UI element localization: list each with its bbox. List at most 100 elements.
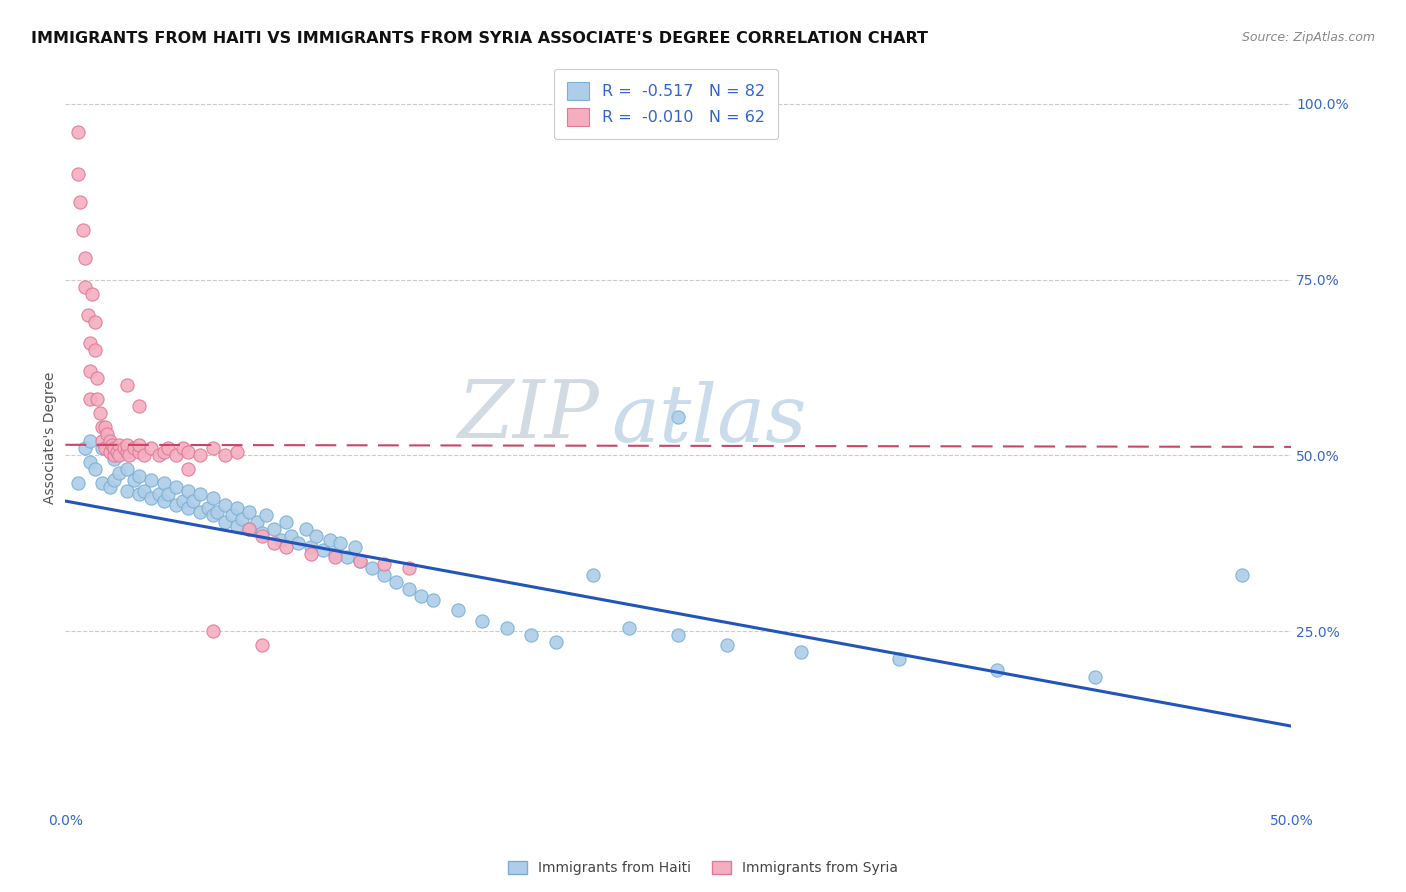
- Point: [323, 550, 346, 565]
- Point: [323, 547, 346, 561]
- Point: [250, 525, 273, 540]
- Point: [128, 487, 150, 501]
- Point: [128, 438, 150, 452]
- Point: [115, 438, 138, 452]
- Point: [103, 448, 125, 462]
- Point: [197, 501, 219, 516]
- Text: IMMIGRANTS FROM HAITI VS IMMIGRANTS FROM SYRIA ASSOCIATE'S DEGREE CORRELATION CH: IMMIGRANTS FROM HAITI VS IMMIGRANTS FROM…: [31, 31, 928, 46]
- Point: [1232, 568, 1254, 582]
- Point: [152, 445, 174, 459]
- Point: [132, 448, 155, 462]
- Point: [221, 508, 243, 522]
- Point: [231, 511, 253, 525]
- Point: [373, 558, 395, 572]
- Point: [91, 434, 114, 449]
- Point: [299, 547, 322, 561]
- Point: [122, 442, 145, 456]
- Point: [177, 462, 200, 476]
- Point: [201, 442, 224, 456]
- Point: [103, 442, 125, 456]
- Point: [76, 308, 98, 322]
- Point: [128, 469, 150, 483]
- Point: [270, 533, 292, 547]
- Point: [79, 455, 101, 469]
- Legend: Immigrants from Haiti, Immigrants from Syria: Immigrants from Haiti, Immigrants from S…: [502, 855, 904, 880]
- Point: [152, 494, 174, 508]
- Point: [98, 434, 121, 449]
- Point: [148, 448, 170, 462]
- Point: [141, 491, 163, 505]
- Point: [83, 462, 105, 476]
- Point: [495, 621, 517, 635]
- Point: [72, 223, 94, 237]
- Point: [83, 343, 105, 357]
- Point: [108, 466, 131, 480]
- Point: [188, 505, 211, 519]
- Point: [520, 628, 543, 642]
- Point: [165, 448, 187, 462]
- Point: [238, 505, 260, 519]
- Point: [86, 371, 108, 385]
- Point: [66, 476, 89, 491]
- Point: [581, 568, 603, 582]
- Point: [157, 442, 180, 456]
- Point: [201, 491, 224, 505]
- Point: [122, 473, 145, 487]
- Point: [75, 279, 97, 293]
- Point: [329, 536, 352, 550]
- Point: [165, 498, 187, 512]
- Point: [141, 473, 163, 487]
- Point: [409, 589, 432, 603]
- Point: [398, 582, 420, 596]
- Point: [201, 508, 224, 522]
- Point: [108, 438, 131, 452]
- Point: [177, 445, 200, 459]
- Point: [471, 614, 494, 628]
- Point: [214, 448, 236, 462]
- Point: [887, 652, 910, 666]
- Point: [226, 445, 249, 459]
- Y-axis label: Associate's Degree: Associate's Degree: [44, 372, 58, 504]
- Point: [115, 378, 138, 392]
- Point: [91, 476, 114, 491]
- Point: [83, 315, 105, 329]
- Point: [666, 409, 689, 424]
- Point: [188, 448, 211, 462]
- Text: ZIP: ZIP: [457, 376, 599, 454]
- Point: [1084, 670, 1107, 684]
- Text: Source: ZipAtlas.com: Source: ZipAtlas.com: [1241, 31, 1375, 45]
- Point: [103, 473, 125, 487]
- Point: [250, 638, 273, 652]
- Point: [238, 522, 260, 536]
- Point: [336, 550, 359, 565]
- Point: [103, 451, 125, 466]
- Point: [287, 536, 309, 550]
- Point: [226, 518, 249, 533]
- Point: [69, 195, 91, 210]
- Point: [250, 529, 273, 543]
- Point: [157, 487, 180, 501]
- Point: [91, 442, 114, 456]
- Point: [666, 628, 689, 642]
- Point: [115, 462, 138, 476]
- Point: [165, 480, 187, 494]
- Point: [619, 621, 641, 635]
- Point: [986, 663, 1008, 677]
- Point: [214, 515, 236, 529]
- Point: [263, 522, 285, 536]
- Point: [75, 252, 97, 266]
- Point: [790, 645, 813, 659]
- Point: [226, 501, 249, 516]
- Point: [263, 536, 285, 550]
- Point: [716, 638, 738, 652]
- Point: [112, 442, 135, 456]
- Point: [108, 448, 131, 462]
- Point: [177, 483, 200, 498]
- Point: [312, 543, 335, 558]
- Point: [280, 529, 302, 543]
- Point: [172, 442, 194, 456]
- Point: [319, 533, 342, 547]
- Point: [66, 125, 89, 139]
- Point: [304, 529, 326, 543]
- Point: [177, 501, 200, 516]
